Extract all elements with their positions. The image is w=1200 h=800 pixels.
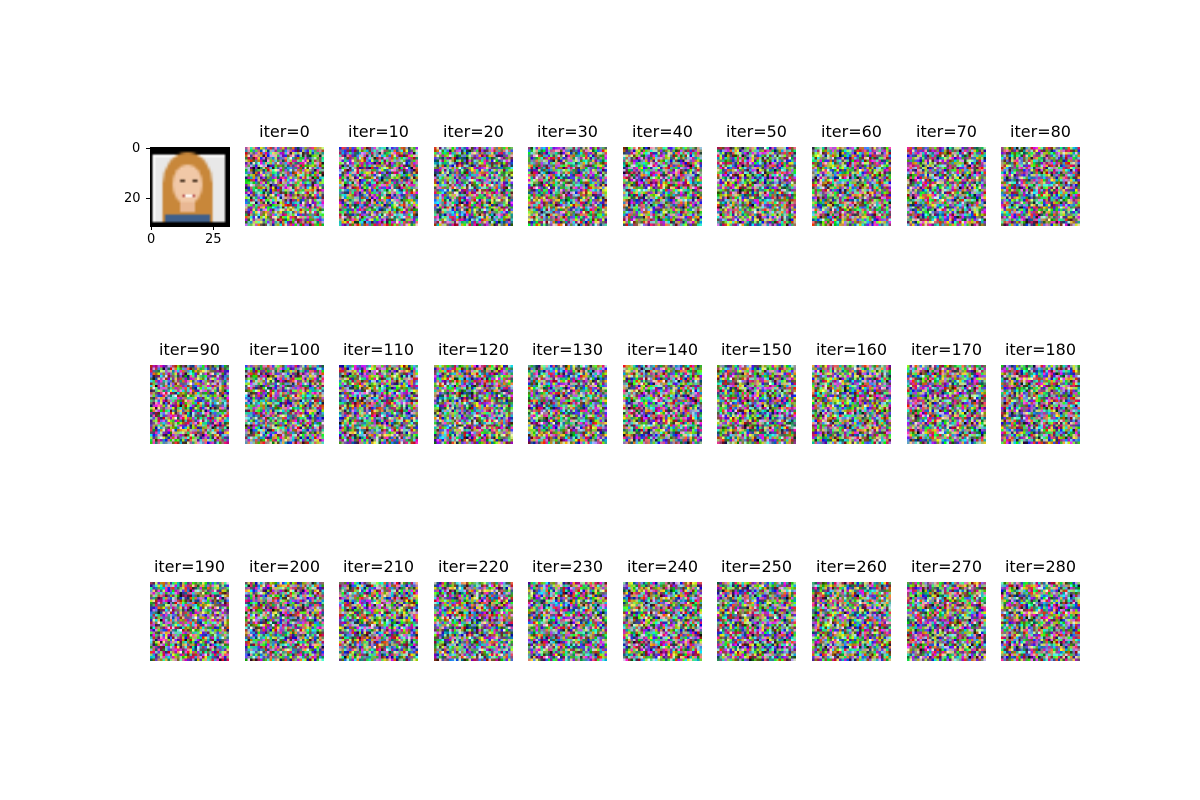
iteration-panel: iter=100 — [245, 341, 324, 445]
panel-title: iter=240 — [626, 557, 699, 576]
noise-image — [150, 365, 229, 444]
iteration-panel: iter=280 — [1001, 558, 1080, 662]
noise-image — [623, 147, 702, 226]
iteration-panel: iter=270 — [907, 558, 986, 662]
iteration-panel: iter=230 — [528, 558, 607, 662]
noise-image — [717, 582, 796, 661]
panel-title: iter=250 — [720, 557, 793, 576]
panel-title: iter=50 — [726, 122, 787, 141]
noise-image — [434, 582, 513, 661]
noise-image — [528, 147, 607, 226]
panel-title: iter=160 — [815, 340, 888, 359]
iteration-panel: iter=220 — [434, 558, 513, 662]
noise-image — [717, 365, 796, 444]
panel-title: iter=270 — [910, 557, 983, 576]
noise-image — [434, 365, 513, 444]
iteration-panel: iter=210 — [339, 558, 418, 662]
iteration-panel: iter=130 — [528, 341, 607, 445]
iteration-panel: iter=60 — [812, 123, 891, 227]
panel-title: iter=40 — [632, 122, 693, 141]
iteration-panel: iter=160 — [812, 341, 891, 445]
noise-image — [150, 582, 229, 661]
noise-image — [717, 147, 796, 226]
noise-image — [245, 582, 324, 661]
panel-title: iter=170 — [910, 340, 983, 359]
panel-title: iter=0 — [259, 122, 310, 141]
iteration-panel: iter=80 — [1001, 123, 1080, 227]
y-tick-0 — [146, 148, 150, 149]
panel-title: iter=280 — [1004, 557, 1077, 576]
panel-title: iter=90 — [159, 340, 220, 359]
iteration-panel: iter=190 — [150, 558, 229, 662]
noise-image — [1001, 147, 1080, 226]
panel-title: iter=190 — [153, 557, 226, 576]
iteration-panel: iter=20 — [434, 123, 513, 227]
noise-image — [528, 582, 607, 661]
panel-title: iter=60 — [821, 122, 882, 141]
panel-title: iter=150 — [720, 340, 793, 359]
noise-image — [812, 147, 891, 226]
noise-image — [1001, 365, 1080, 444]
noise-image — [907, 582, 986, 661]
panel-title: iter=210 — [342, 557, 415, 576]
y-tick-label-20: 20 — [124, 191, 141, 206]
y-tick-label-0: 0 — [132, 141, 141, 156]
iteration-panel: iter=250 — [717, 558, 796, 662]
y-tick-20 — [146, 198, 150, 199]
noise-image — [907, 365, 986, 444]
x-tick-label-0: 0 — [147, 232, 156, 247]
noise-image — [245, 147, 324, 226]
iteration-panel: iter=240 — [623, 558, 702, 662]
iteration-panel: iter=0 — [245, 123, 324, 227]
noise-image — [812, 582, 891, 661]
panel-title: iter=120 — [437, 340, 510, 359]
iteration-panel: iter=200 — [245, 558, 324, 662]
iteration-panel: iter=170 — [907, 341, 986, 445]
panel-title: iter=70 — [916, 122, 977, 141]
panel-title: iter=110 — [342, 340, 415, 359]
panel-title: iter=130 — [531, 340, 604, 359]
noise-image — [623, 365, 702, 444]
panel-title: iter=220 — [437, 557, 510, 576]
panel-title: iter=260 — [815, 557, 888, 576]
noise-image — [623, 582, 702, 661]
iteration-panel: iter=40 — [623, 123, 702, 227]
iteration-panel: iter=140 — [623, 341, 702, 445]
face-image — [150, 147, 230, 227]
iteration-panel: iter=50 — [717, 123, 796, 227]
iteration-panel: iter=260 — [812, 558, 891, 662]
panel-title: iter=230 — [531, 557, 604, 576]
noise-image — [339, 365, 418, 444]
iteration-panel: iter=180 — [1001, 341, 1080, 445]
panel-title: iter=100 — [248, 340, 321, 359]
panel-title: iter=80 — [1010, 122, 1071, 141]
iteration-panel: iter=70 — [907, 123, 986, 227]
iteration-panel: iter=120 — [434, 341, 513, 445]
x-tick-label-25: 25 — [205, 232, 222, 247]
panel-title: iter=30 — [537, 122, 598, 141]
panel-title: iter=180 — [1004, 340, 1077, 359]
noise-image — [434, 147, 513, 226]
iteration-panel: iter=10 — [339, 123, 418, 227]
panel-title: iter=20 — [443, 122, 504, 141]
iteration-panel: iter=110 — [339, 341, 418, 445]
x-tick-0 — [151, 226, 152, 230]
x-tick-25 — [213, 226, 214, 230]
noise-image — [528, 365, 607, 444]
iteration-panel: iter=90 — [150, 341, 229, 445]
iteration-panel: iter=150 — [717, 341, 796, 445]
panel-title: iter=200 — [248, 557, 321, 576]
noise-image — [1001, 582, 1080, 661]
noise-image — [907, 147, 986, 226]
noise-image — [812, 365, 891, 444]
noise-image — [245, 365, 324, 444]
panel-title: iter=140 — [626, 340, 699, 359]
panel-title: iter=10 — [348, 122, 409, 141]
iteration-panel: iter=30 — [528, 123, 607, 227]
noise-image — [339, 147, 418, 226]
target-face-image: 0 20 0 25 — [124, 142, 230, 247]
noise-image — [339, 582, 418, 661]
